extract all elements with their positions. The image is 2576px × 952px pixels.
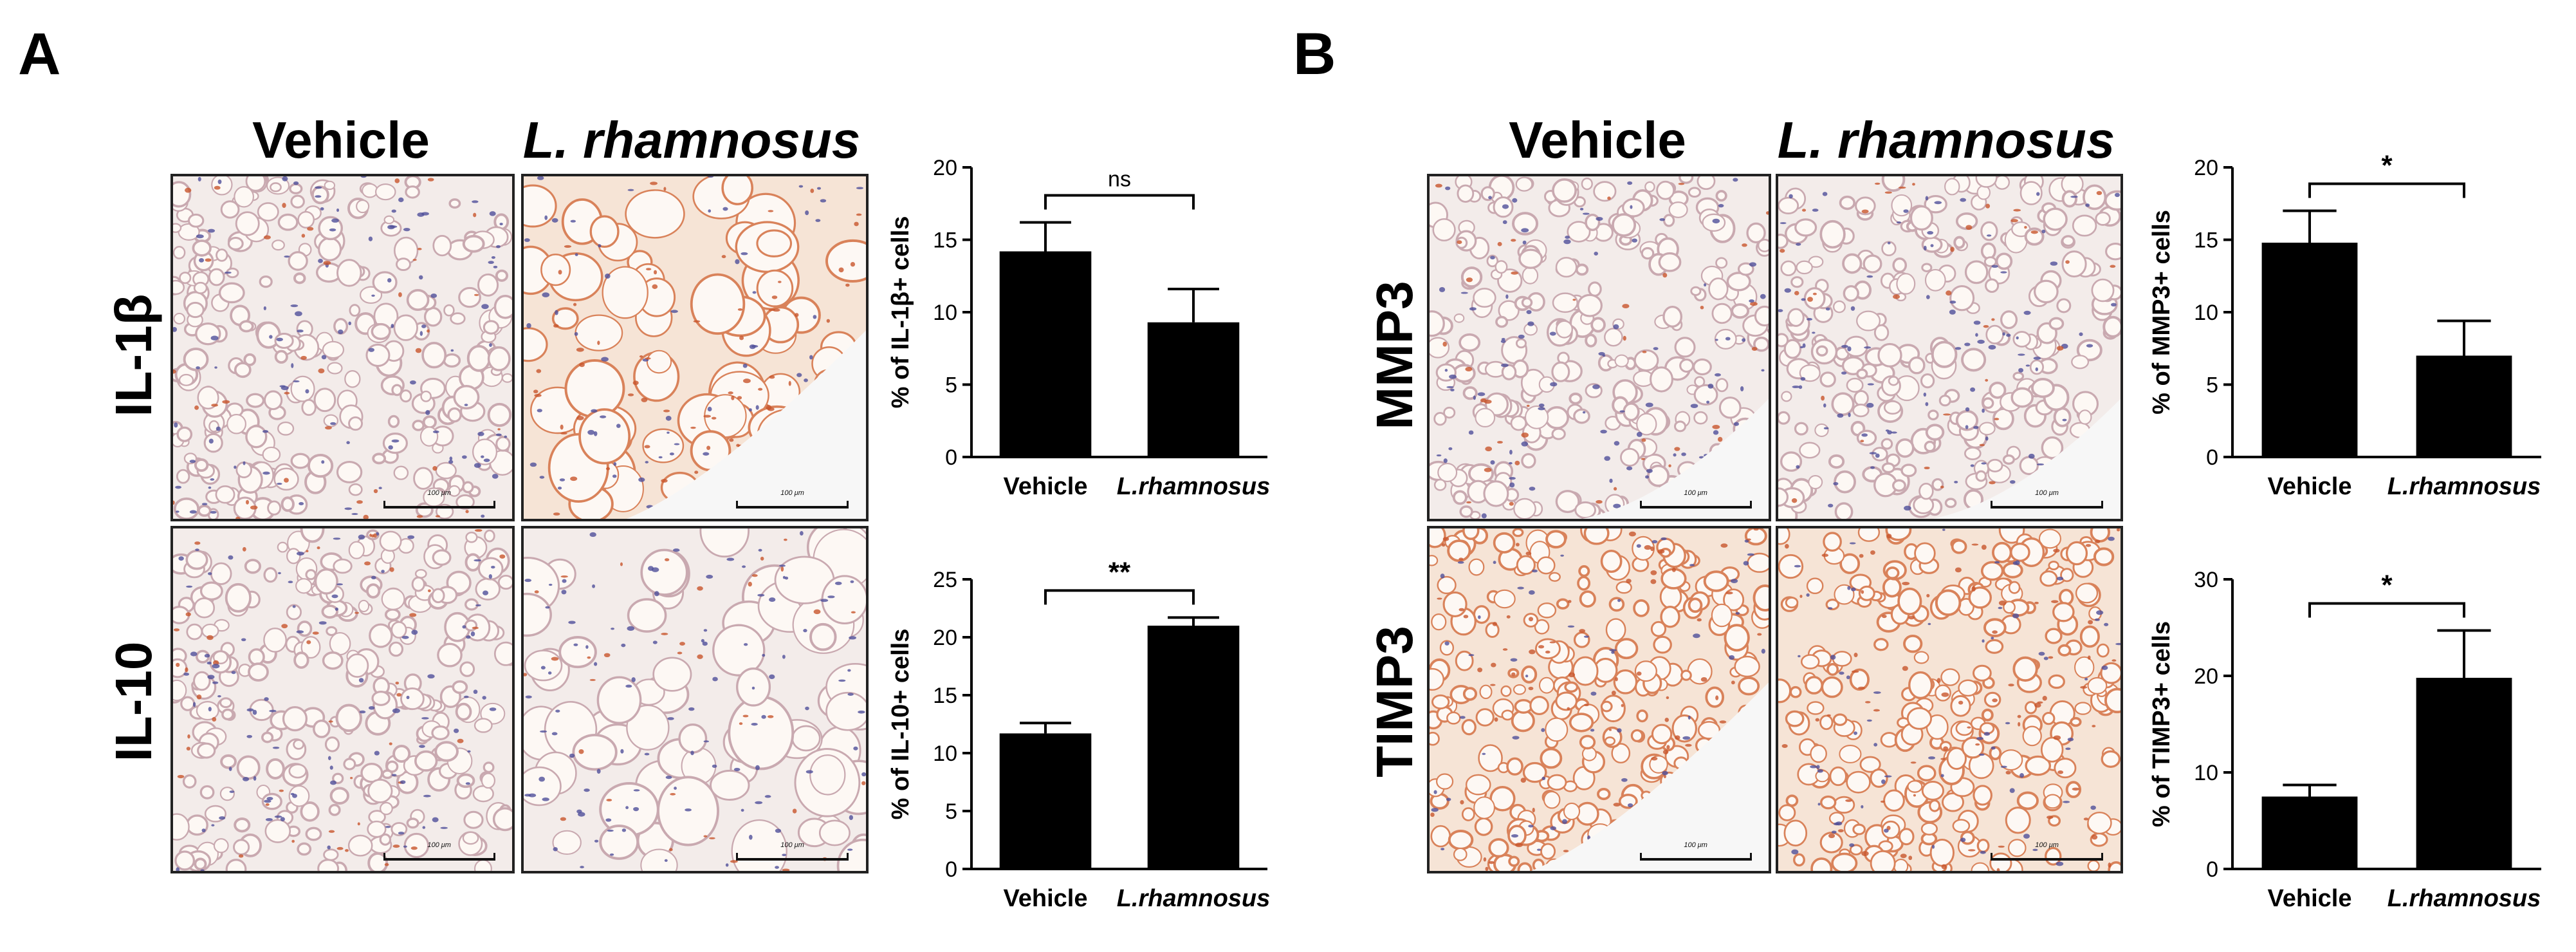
- row-label-il1b: IL-1β: [105, 294, 162, 417]
- micrograph-vehicle-timp3: 100 μm: [1427, 526, 1771, 873]
- y-tick-label: 15: [933, 229, 957, 253]
- y-axis-label: % of IL-1β+ cells: [887, 216, 914, 409]
- scale-bar-label: 100 μm: [780, 841, 804, 849]
- column-header-vehicle-a: Vehicle: [252, 111, 430, 169]
- row-label-il10: IL-10: [105, 641, 162, 762]
- significance-bracket: [2308, 182, 2465, 198]
- significance-label: *: [2381, 150, 2393, 182]
- bar-chart-timp3: % of TIMP3+ cells 0 10 20 30 Vehicle L.rhamnos…: [2148, 568, 2541, 912]
- scale-bar-label: 100 μm: [780, 489, 804, 497]
- micrograph-rhamnosus-il1b: 100 μm: [521, 174, 869, 521]
- y-tick-label: 15: [2194, 229, 2218, 253]
- column-header-rhamnosus-a: L. rhamnosus: [522, 111, 861, 169]
- scale-bar-label: 100 μm: [1684, 489, 1707, 497]
- x-tick-label: L.rhamnosus: [2387, 885, 2541, 912]
- significance-bracket: [1044, 194, 1195, 210]
- micrograph-vehicle-il10: 100 μm: [170, 526, 515, 873]
- y-axis-label: % of TIMP3+ cells: [2148, 621, 2175, 827]
- scale-bar: 100 μm: [735, 489, 849, 509]
- y-tick-label: 10: [2194, 761, 2218, 785]
- y-tick-label: 20: [2194, 156, 2218, 180]
- column-header-vehicle-b: Vehicle: [1509, 111, 1686, 169]
- significance-label: **: [1109, 556, 1131, 588]
- y-tick-label: 0: [2206, 857, 2218, 882]
- row-label-timp3: TIMP3: [1366, 626, 1423, 778]
- y-tick-label: 15: [933, 684, 957, 708]
- x-tick-label: Vehicle: [2268, 473, 2352, 500]
- x-tick-label: L.rhamnosus: [1117, 473, 1271, 500]
- x-tick-label: L.rhamnosus: [2387, 473, 2541, 500]
- scale-bar: 100 μm: [1639, 841, 1752, 861]
- bar-vehicle: [999, 733, 1092, 869]
- micrograph-rhamnosus-mmp3: 100 μm: [1776, 174, 2123, 521]
- bar-lrhamnosus: [1147, 322, 1240, 457]
- x-tick-label: L.rhamnosus: [1117, 885, 1271, 912]
- y-tick-label: 10: [2194, 301, 2218, 325]
- bar-vehicle: [2261, 796, 2358, 869]
- scale-bar: 100 μm: [1990, 841, 2104, 861]
- scale-bar: 100 μm: [383, 489, 495, 509]
- x-tick-label: Vehicle: [1004, 885, 1088, 912]
- bar-lrhamnosus: [2416, 678, 2512, 869]
- y-tick-label: 20: [933, 156, 957, 180]
- bar-chart-il10: % of IL-10+ cells 0 5 10 15 20 25 Vehicle L.rham…: [887, 556, 1271, 912]
- y-tick-label: 0: [945, 445, 957, 470]
- panel-letter-a: A: [18, 21, 61, 87]
- micrograph-rhamnosus-timp3: 100 μm: [1776, 526, 2123, 873]
- y-tick-label: 0: [2206, 445, 2218, 470]
- bar-vehicle: [999, 251, 1092, 457]
- bar-lrhamnosus: [2416, 355, 2512, 457]
- scale-bar: 100 μm: [1990, 489, 2104, 509]
- y-tick-label: 20: [2194, 664, 2218, 689]
- y-tick-label: 0: [945, 857, 957, 882]
- bar-chart-il1b: % of IL-1β+ cells 0 5 10 15 20 Vehicle L.rhamno…: [887, 156, 1271, 500]
- y-tick-label: 25: [933, 568, 957, 592]
- bar-chart-mmp3: % of MMP3+ cells 0 5 10 15 20 Vehicle L.rhamnos…: [2148, 150, 2541, 500]
- y-tick-label: 5: [2206, 373, 2218, 398]
- bar-vehicle: [2261, 243, 2358, 457]
- x-tick-label: Vehicle: [2268, 885, 2352, 912]
- scale-bar-label: 100 μm: [1684, 841, 1707, 849]
- y-tick-label: 20: [933, 626, 957, 650]
- y-axis-label: % of MMP3+ cells: [2148, 210, 2175, 415]
- y-tick-label: 30: [2194, 568, 2218, 592]
- panel-letter-b: B: [1293, 21, 1336, 87]
- y-tick-label: 10: [933, 742, 957, 766]
- column-header-rhamnosus-b: L. rhamnosus: [1777, 111, 2115, 169]
- scale-bar-label: 100 μm: [427, 841, 451, 849]
- significance-label: *: [2381, 570, 2393, 601]
- y-tick-label: 5: [945, 373, 957, 398]
- significance-bracket: [2308, 602, 2465, 618]
- scale-bar-label: 100 μm: [2035, 841, 2059, 849]
- significance-label: ns: [1108, 167, 1131, 192]
- scale-bar: 100 μm: [383, 841, 495, 861]
- y-tick-label: 5: [945, 799, 957, 824]
- scale-bar: 100 μm: [735, 841, 849, 861]
- scale-bar: 100 μm: [1639, 489, 1752, 509]
- bar-lrhamnosus: [1147, 626, 1240, 869]
- scale-bar-label: 100 μm: [2035, 489, 2059, 497]
- significance-bracket: [1044, 589, 1195, 605]
- micrograph-rhamnosus-il10: 100 μm: [521, 526, 869, 873]
- micrograph-vehicle-mmp3: 100 μm: [1427, 174, 1771, 521]
- micrograph-vehicle-il1b: 100 μm: [170, 174, 515, 521]
- y-axis-label: % of IL-10+ cells: [887, 629, 914, 820]
- y-tick-label: 10: [933, 301, 957, 325]
- x-tick-label: Vehicle: [1004, 473, 1088, 500]
- row-label-mmp3: MMP3: [1366, 281, 1423, 430]
- scale-bar-label: 100 μm: [427, 489, 451, 497]
